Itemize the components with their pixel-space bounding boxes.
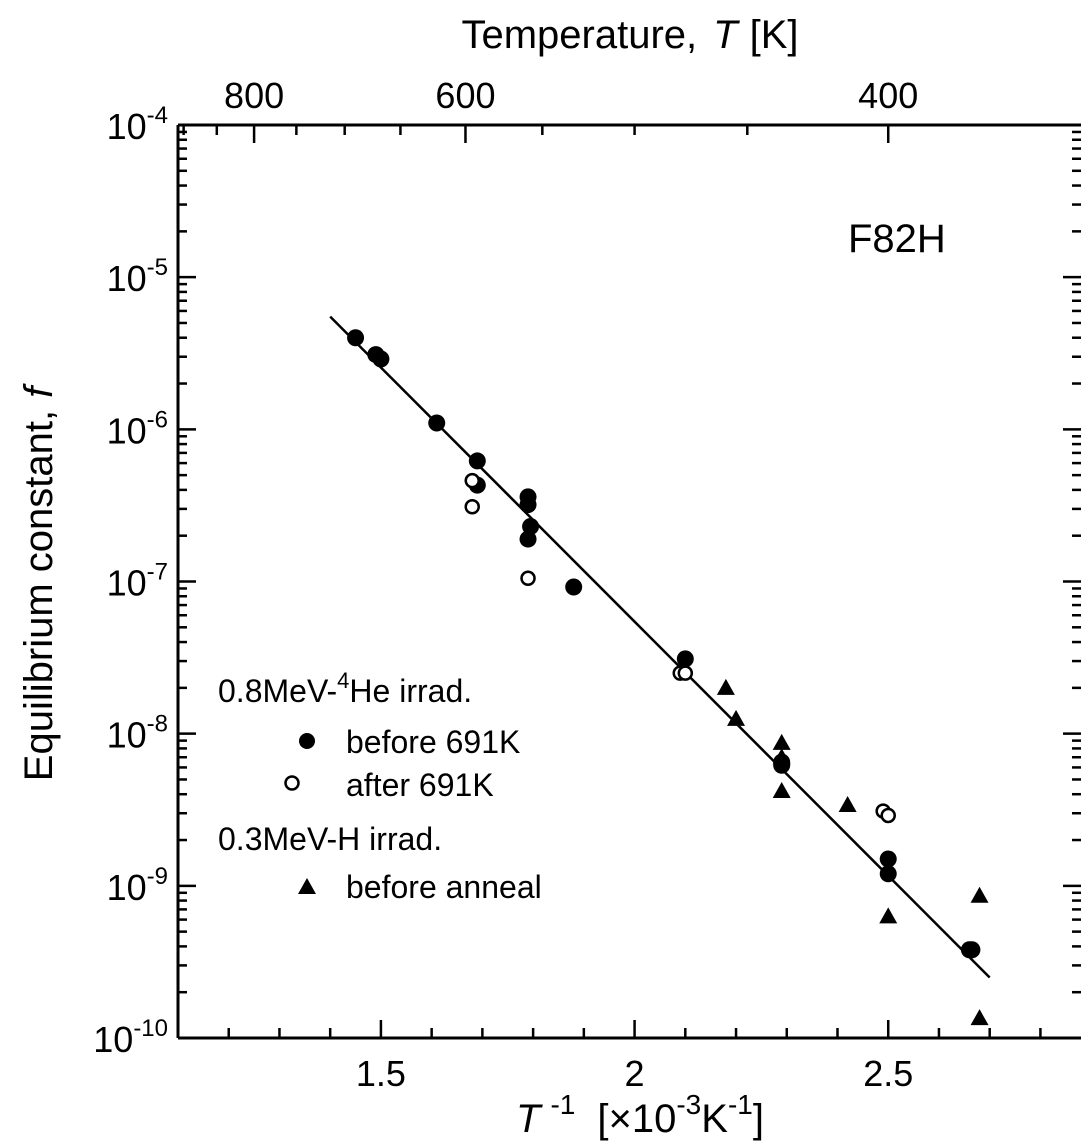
legend-group2-title: 0.3MeV-H irrad. (218, 821, 442, 857)
y-tick-label: 10-7 (107, 559, 168, 604)
data-point-triangle (772, 748, 791, 765)
data-point-filled-circle (347, 329, 365, 347)
data-point-filled-circle (676, 650, 694, 668)
data-point-open-circle (520, 570, 536, 587)
data-point-open-circle (464, 498, 480, 515)
x-tick-label: 1.5 (356, 1053, 406, 1094)
y-tick-label: 10-5 (107, 254, 168, 299)
data-point-open-circle (677, 665, 694, 681)
y-tick-label: 10-10 (93, 1015, 168, 1060)
data-point-triangle (727, 709, 746, 726)
legend-entry-after-691k: after 691K (346, 767, 494, 803)
data-point-triangle (716, 678, 735, 695)
y-tick-label: 10-4 (107, 102, 168, 147)
data-point-filled-circle (879, 865, 897, 883)
data-point-triangle (838, 795, 857, 812)
data-point-open-circle (880, 807, 896, 824)
data-point-filled-circle (565, 578, 583, 596)
data-point-triangle (970, 1009, 989, 1026)
plot-frame (176, 123, 1081, 1040)
top-tick-label: 400 (858, 75, 918, 116)
data-point-triangle (879, 907, 898, 924)
y-tick-label: 10-6 (107, 406, 168, 451)
x-tick-label: 2.5 (863, 1053, 913, 1094)
legend-marker-open-circle (284, 775, 300, 791)
data-point-filled-circle (519, 496, 537, 514)
legend-group1-title: 0.8MeV-4He irrad. (218, 668, 472, 709)
data-point-triangle (772, 733, 791, 750)
y-axis-title: Equilibrium constant,f (17, 383, 61, 781)
x-tick-label: 2 (625, 1053, 645, 1094)
x-axis-ticks: 1.5 2 2.5 (227, 1020, 1042, 1094)
data-point-filled-circle (522, 517, 540, 535)
legend-marker-triangle (298, 878, 316, 894)
material-annotation: F82H (848, 217, 946, 261)
data-point-filled-circle (519, 530, 537, 548)
data-point-open-circle (464, 472, 480, 489)
data-point-filled-circle (372, 350, 390, 368)
data-point-triangle (970, 886, 989, 903)
x-axis-title: T -1 [×10-3K-1] (516, 1089, 764, 1141)
top-axis-title: Temperature, T [K] (461, 13, 798, 57)
y-tick-label: 10-8 (107, 711, 168, 756)
top-tick-label: 800 (224, 75, 284, 116)
top-axis-ticks: 800 600 400 (182, 75, 918, 143)
data-point-filled-circle (468, 452, 486, 470)
top-tick-label: 600 (435, 75, 495, 116)
legend-marker-filled-circle (299, 733, 315, 749)
y-axis-ticks: 10-10 10-9 10-8 10-7 10-6 10-5 10-4 (93, 102, 1081, 1060)
legend-entry-before-anneal: before anneal (346, 869, 542, 905)
data-point-filled-circle (963, 941, 981, 959)
data-points (347, 329, 989, 1026)
data-point-filled-circle (879, 850, 897, 868)
legend: 0.8MeV-4He irrad. before 691K after 691K… (218, 668, 542, 905)
y-tick-label: 10-9 (107, 863, 168, 908)
legend-entry-before-691k: before 691K (346, 724, 520, 760)
data-point-filled-circle (428, 414, 446, 432)
data-point-triangle (772, 781, 791, 798)
